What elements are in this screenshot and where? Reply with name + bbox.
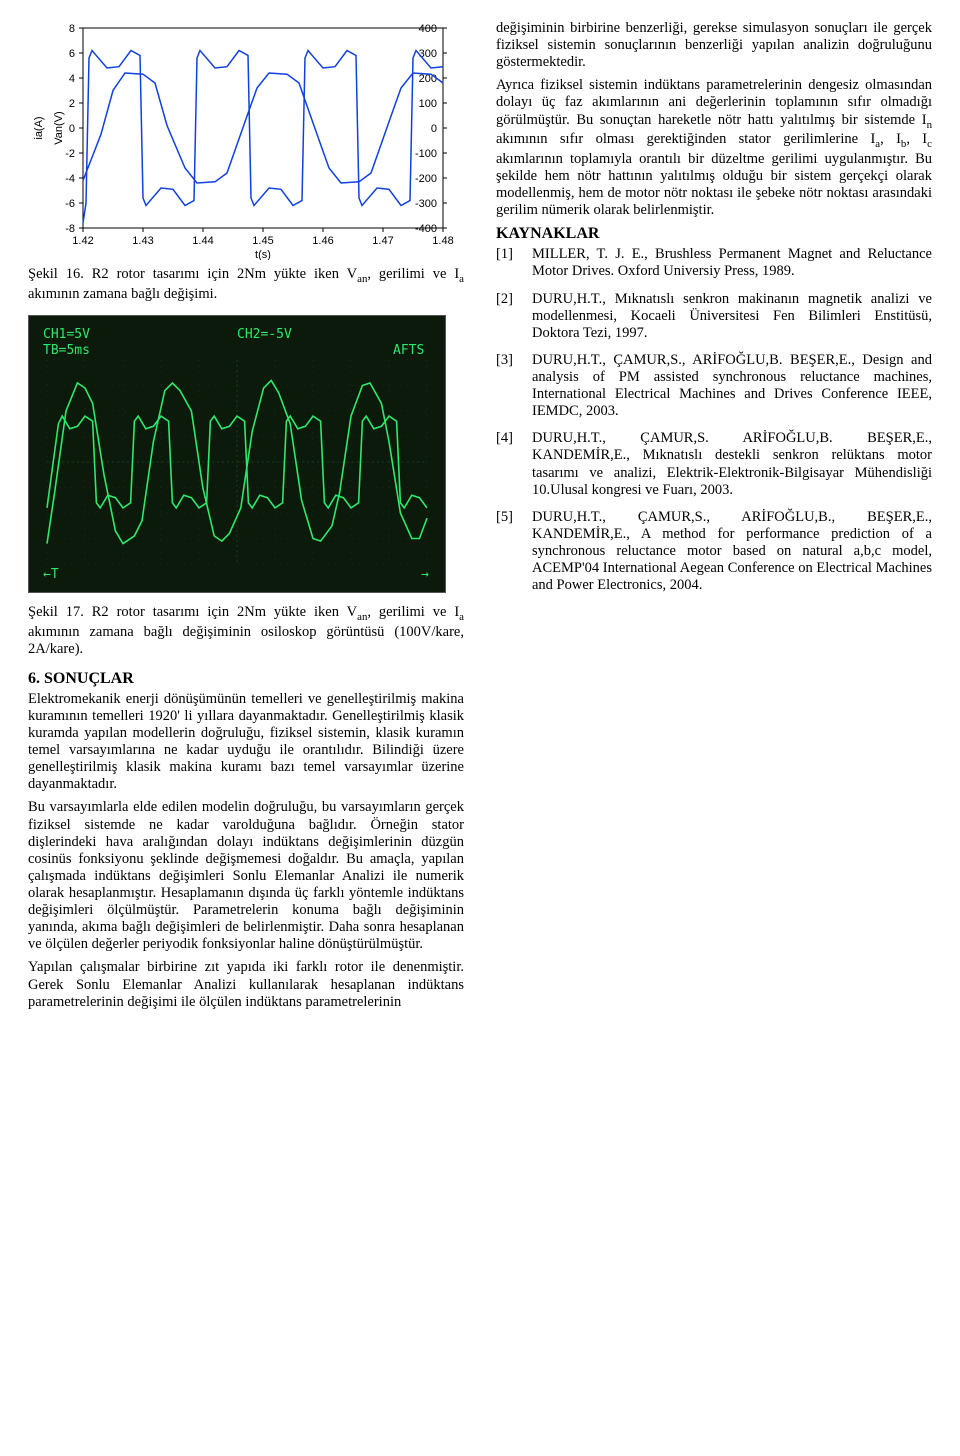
references-list: [1]MILLER, T. J. E., Brushless Permanent… [496, 246, 932, 594]
svg-text:Van(V): Van(V) [53, 111, 65, 144]
svg-text:-100: -100 [415, 148, 437, 160]
svg-text:←T: ←T [43, 567, 59, 582]
reference-item: [1]MILLER, T. J. E., Brushless Permanent… [496, 246, 932, 280]
svg-text:TB=5ms: TB=5ms [43, 343, 90, 358]
svg-text:CH2=-5V: CH2=-5V [237, 327, 292, 342]
right-para-2: Ayrıca fiziksel sistemin indüktans param… [496, 77, 932, 219]
svg-text:6: 6 [69, 48, 75, 60]
svg-text:-2: -2 [65, 148, 75, 160]
svg-text:100: 100 [419, 98, 437, 110]
svg-text:0: 0 [431, 123, 437, 135]
svg-text:1.48: 1.48 [432, 235, 453, 247]
reference-item: [2]DURU,H.T., Mıknatıslı senkron makinan… [496, 291, 932, 342]
svg-text:300: 300 [419, 48, 437, 60]
svg-text:1.43: 1.43 [132, 235, 153, 247]
svg-text:→: → [421, 567, 429, 582]
svg-text:-300: -300 [415, 198, 437, 210]
section-6-para-1: Elektromekanik enerji dönüşümünün temell… [28, 691, 464, 794]
svg-text:4: 4 [69, 73, 75, 85]
svg-text:400: 400 [419, 23, 437, 35]
svg-text:-8: -8 [65, 223, 75, 235]
figure-16: 1.42 1.43 1.44 1.45 1.46 1.47 1.48 -8 -6 -4 -2 0 2 4 6… [28, 20, 464, 260]
svg-text:-4: -4 [65, 173, 75, 185]
section-6-title: 6. SONUÇLAR [28, 670, 464, 689]
svg-text:ia(A): ia(A) [33, 116, 45, 139]
right-para-1: değişiminin birbirine benzerliği, gereks… [496, 20, 932, 71]
svg-text:-200: -200 [415, 173, 437, 185]
svg-text:1.44: 1.44 [192, 235, 213, 247]
reference-item: [4]DURU,H.T., ÇAMUR,S. ARİFOĞLU,B. BEŞER… [496, 430, 932, 498]
svg-text:200: 200 [419, 73, 437, 85]
svg-text:-400: -400 [415, 223, 437, 235]
section-6-para-3: Yapılan çalışmalar birbirine zıt yapıda … [28, 959, 464, 1010]
section-6-para-2: Bu varsayımlarla elde edilen modelin doğ… [28, 799, 464, 953]
figure-17-caption: Şekil 17. R2 rotor tasarımı için 2Nm yük… [28, 604, 464, 658]
svg-text:1.47: 1.47 [372, 235, 393, 247]
svg-text:1.45: 1.45 [252, 235, 273, 247]
reference-item: [3]DURU,H.T., ÇAMUR,S., ARİFOĞLU,B. BEŞE… [496, 352, 932, 420]
figure-17: CH1=5V CH2=-5V TB=5ms AFTS ←T → [28, 315, 464, 598]
kaynaklar-title: KAYNAKLAR [496, 225, 932, 244]
svg-text:t(s): t(s) [255, 249, 271, 260]
figure-16-caption: Şekil 16. R2 rotor tasarımı için 2Nm yük… [28, 266, 464, 303]
svg-text:1.46: 1.46 [312, 235, 333, 247]
svg-text:2: 2 [69, 98, 75, 110]
svg-text:8: 8 [69, 23, 75, 35]
svg-text:1.42: 1.42 [72, 235, 93, 247]
svg-text:-6: -6 [65, 198, 75, 210]
svg-text:0: 0 [69, 123, 75, 135]
reference-item: [5]DURU,H.T., ÇAMUR,S., ARİFOĞLU,B., BEŞ… [496, 509, 932, 595]
svg-text:AFTS: AFTS [393, 343, 424, 358]
svg-text:CH1=5V: CH1=5V [43, 327, 90, 342]
